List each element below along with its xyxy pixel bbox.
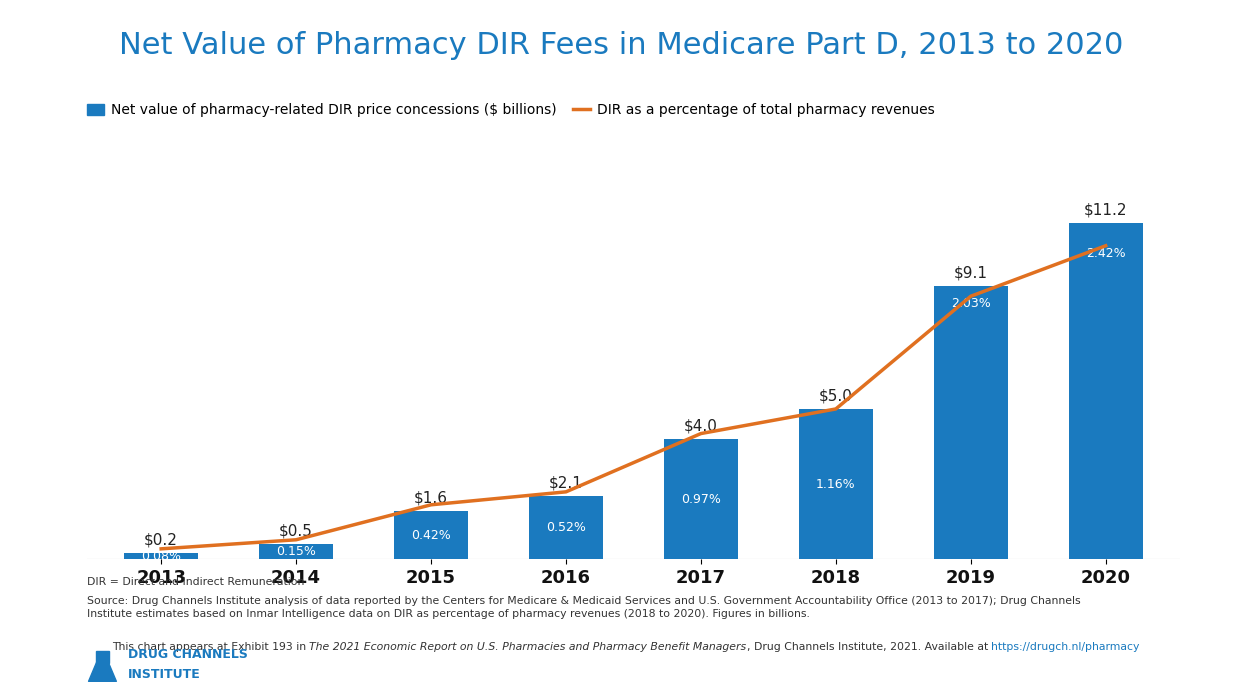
Text: $0.5: $0.5 [279,524,313,539]
Bar [124,553,199,559]
Text: 0.52%: 0.52% [546,521,586,534]
Text: DIR = Direct and Indirect Remuneration: DIR = Direct and Indirect Remuneration [87,577,304,586]
Bar [1068,223,1143,559]
Text: , Drug Channels Institute, 2021. Available at: , Drug Channels Institute, 2021. Availab… [746,642,991,651]
Text: Net Value of Pharmacy DIR Fees in Medicare Part D, 2013 to 2020: Net Value of Pharmacy DIR Fees in Medica… [119,31,1123,60]
Bar [260,545,333,559]
Text: DRUG CHANNELS: DRUG CHANNELS [128,649,248,661]
Text: $5.0: $5.0 [818,389,853,403]
Text: $4.0: $4.0 [684,419,718,433]
Bar [97,651,109,663]
Text: This chart appears at Exhibit 193 in: This chart appears at Exhibit 193 in [112,642,309,651]
Text: $0.2: $0.2 [144,533,178,548]
Polygon shape [88,663,117,682]
Bar [934,286,1007,559]
Legend: Net value of pharmacy-related DIR price concessions ($ billions), DIR as a perce: Net value of pharmacy-related DIR price … [82,98,940,123]
Text: 2.03%: 2.03% [951,297,991,310]
Text: 1.16%: 1.16% [816,477,856,491]
Text: $2.1: $2.1 [549,476,582,491]
Text: https://drugch.nl/pharmacy: https://drugch.nl/pharmacy [991,642,1140,651]
Text: 0.97%: 0.97% [681,493,720,505]
Text: The 2021 Economic Report on U.S. Pharmacies and Pharmacy Benefit Managers: The 2021 Economic Report on U.S. Pharmac… [309,642,746,651]
Text: 0.08%: 0.08% [142,549,181,563]
Text: Source: Drug Channels Institute analysis of data reported by the Centers for Med: Source: Drug Channels Institute analysis… [87,596,1081,619]
Text: 0.42%: 0.42% [411,528,451,542]
Bar [394,511,468,559]
Text: $11.2: $11.2 [1084,203,1128,217]
Text: 2.42%: 2.42% [1086,247,1125,260]
Text: $9.1: $9.1 [954,266,987,280]
Bar [799,409,873,559]
Bar [663,439,738,559]
Text: INSTITUTE: INSTITUTE [128,668,201,681]
Text: 0.15%: 0.15% [276,545,315,559]
Text: $1.6: $1.6 [414,491,448,506]
Bar [529,496,604,559]
